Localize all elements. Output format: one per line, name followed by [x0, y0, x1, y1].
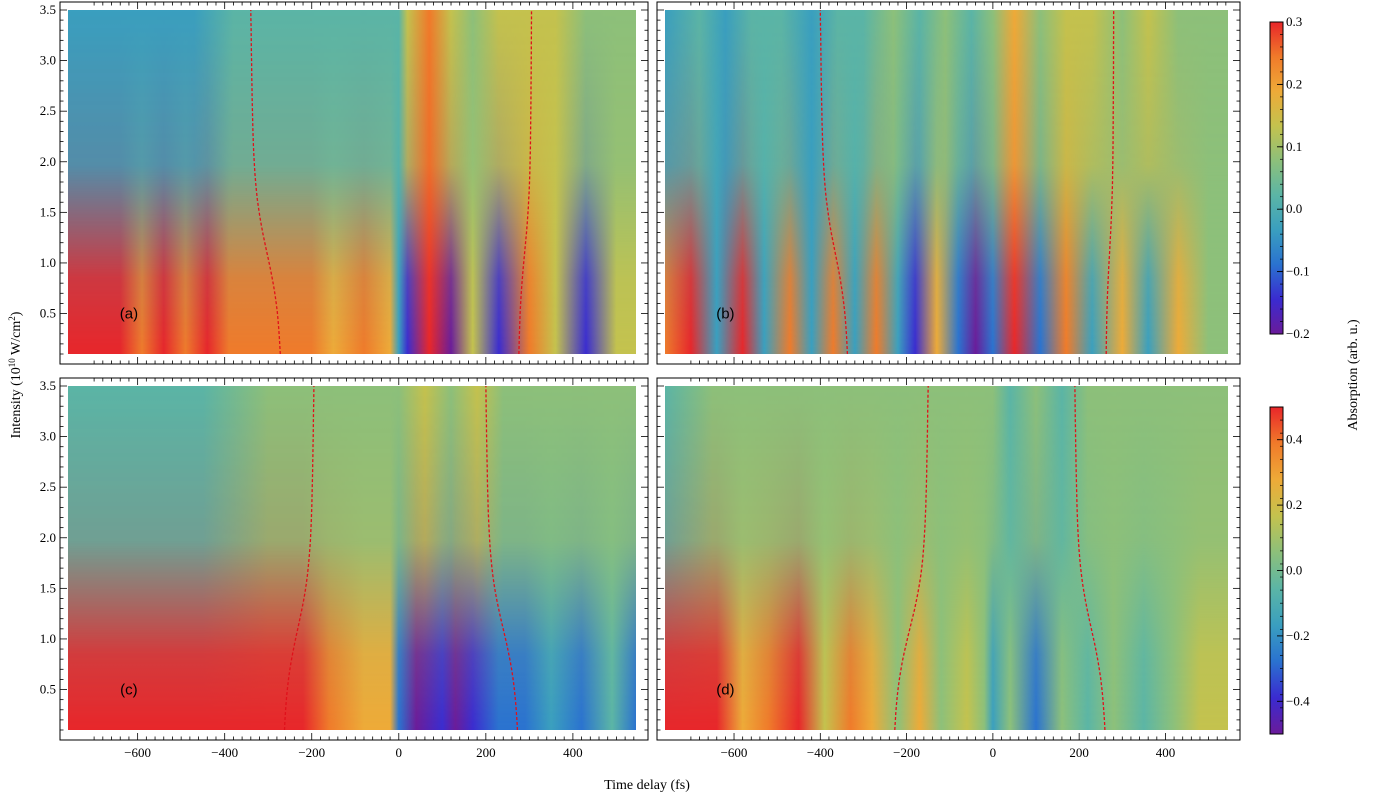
- colorbar-tick-label: −0.4: [1286, 693, 1310, 708]
- colorbar-top: 0.3 0.2 0.1 0.0 −0.1 −0.2: [1269, 14, 1310, 341]
- panel-frame: [656, 377, 1241, 741]
- y-tick-label: 1.0: [40, 631, 56, 646]
- heatmap-lower-layer: [665, 10, 1228, 354]
- x-tick-label: −600: [124, 745, 151, 760]
- colorbar-tick-label: 0.3: [1286, 14, 1302, 29]
- y-axis: [657, 9, 1240, 355]
- x-axis: [690, 2, 1227, 364]
- x-axis-title: Time delay (fs): [604, 778, 690, 793]
- y-tick-label: 3.0: [40, 429, 56, 444]
- x-tick-label: 400: [1156, 745, 1176, 760]
- x-axis: −600 −400 −200 0 200 400: [690, 378, 1227, 760]
- colorbar-title: Absorption (arb. u.): [1346, 319, 1361, 431]
- red-dashed-curve-1: [283, 385, 315, 731]
- x-tick-label: 0: [396, 745, 403, 760]
- y-tick-label: 3.5: [40, 378, 56, 393]
- red-dashed-curve-1: [819, 9, 849, 355]
- panel-frame: [59, 377, 649, 741]
- colorbar-tick-label: 0.0: [1286, 201, 1302, 216]
- panel-frame: [59, 1, 649, 365]
- y-axis: 0.5 1.0 1.5 2.0 2.5 3.0 3.5: [40, 2, 648, 355]
- panel-b: (b): [656, 1, 1241, 365]
- x-tick-label: 400: [563, 745, 583, 760]
- y-tick-label: 2.0: [40, 530, 56, 545]
- y-tick-label: 0.5: [40, 306, 56, 321]
- colorbar-tick-label: −0.2: [1286, 628, 1310, 643]
- panel-label: (b): [716, 306, 734, 323]
- heatmap: [665, 386, 1228, 730]
- red-dashed-curve-2: [485, 385, 519, 731]
- colorbar-bottom: 0.4 0.2 0.0 −0.2 −0.4: [1269, 406, 1310, 735]
- colorbar-tick-label: 0.0: [1286, 563, 1302, 578]
- x-tick-label: −200: [893, 745, 920, 760]
- x-tick-label: −200: [298, 745, 325, 760]
- red-dashed-curve-2: [518, 10, 533, 355]
- y-axis: 0.5 1.0 1.5 2.0 2.5 3.0 3.5: [40, 378, 648, 731]
- x-tick-label: 200: [1069, 745, 1089, 760]
- colorbar-tick-label: 0.1: [1286, 139, 1302, 154]
- x-tick-label: 0: [990, 745, 997, 760]
- red-dashed-curve-2: [1074, 385, 1106, 731]
- x-tick-label: −600: [721, 745, 748, 760]
- heatmap: [68, 386, 636, 730]
- red-dashed-curve-2: [1105, 9, 1115, 355]
- y-tick-label: 3.0: [40, 53, 56, 68]
- panel-label: (d): [716, 682, 734, 699]
- panel-label: (c): [120, 682, 138, 699]
- x-tick-label: 200: [476, 745, 496, 760]
- y-tick-label: 1.5: [40, 204, 56, 219]
- panel-frame: [656, 1, 1241, 365]
- heatmap-lower-layer: [68, 386, 636, 730]
- y-tick-label: 3.5: [40, 2, 56, 17]
- heatmap: [68, 10, 636, 354]
- x-axis: [93, 2, 635, 364]
- panels: 0.5 1.0 1.5 2.0 2.5 3.0 3.5 (a) (b) −600 −400 −200 0…: [40, 1, 1241, 760]
- heatmap: [665, 10, 1228, 354]
- y-axis-title: Intensity (1010 W/cm2): [7, 311, 24, 438]
- colorbar-tick-label: −0.1: [1286, 264, 1310, 279]
- x-tick-label: −400: [807, 745, 834, 760]
- x-tick-label: −400: [211, 745, 238, 760]
- y-tick-label: 0.5: [40, 682, 56, 697]
- red-dashed-curve-1: [250, 9, 281, 355]
- panel-c: −600 −400 −200 0 200 400 0.5 1.0 1.5 2.0 2.5 3.0 3.5…: [40, 377, 649, 760]
- colorbar-tick-label: 0.4: [1286, 432, 1303, 447]
- y-tick-label: 2.0: [40, 154, 56, 169]
- panel-d: −600 −400 −200 0 200 400 (d): [656, 377, 1241, 760]
- red-dashed-curve-1: [894, 385, 929, 731]
- panel-label: (a): [120, 306, 138, 323]
- y-axis: [657, 385, 1240, 731]
- heatmap-lower-layer: [665, 386, 1228, 730]
- colorbar-tick-label: 0.2: [1286, 497, 1302, 512]
- x-axis: −600 −400 −200 0 200 400: [93, 378, 635, 760]
- colorbar-tick-label: −0.2: [1286, 326, 1310, 341]
- colorbars: 0.3 0.2 0.1 0.0 −0.1 −0.2 0.4 0.2 0.0 −0.2 −0.4: [1269, 14, 1310, 735]
- heatmap-lower-layer: [68, 10, 636, 354]
- y-tick-label: 1.0: [40, 255, 56, 270]
- y-tick-label: 2.5: [40, 103, 56, 118]
- y-tick-label: 2.5: [40, 479, 56, 494]
- colorbar-gradient: [1269, 21, 1284, 335]
- panel-a: 0.5 1.0 1.5 2.0 2.5 3.0 3.5 (a): [40, 1, 649, 365]
- colorbar-tick-label: 0.2: [1286, 76, 1302, 91]
- y-tick-label: 1.5: [40, 580, 56, 595]
